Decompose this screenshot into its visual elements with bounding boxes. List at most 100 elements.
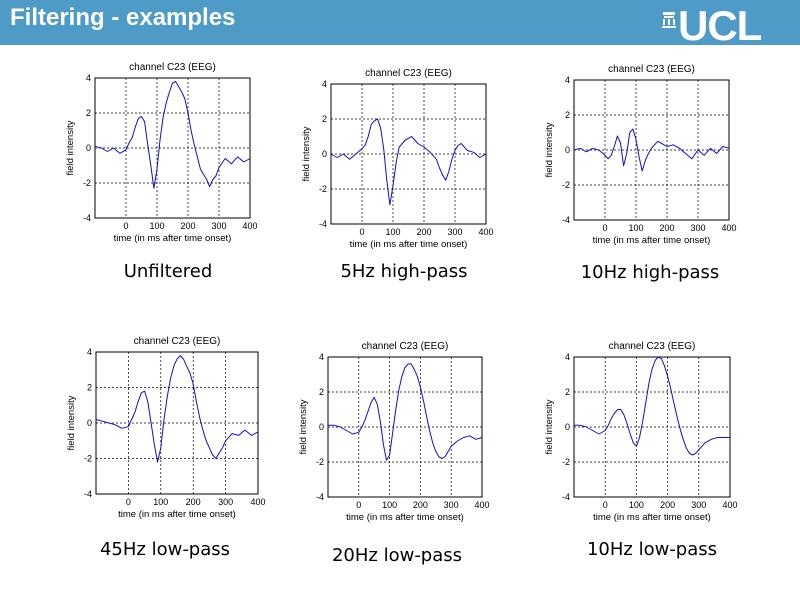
x-tick-label: 300 bbox=[218, 497, 233, 507]
y-tick-label: -2 bbox=[562, 180, 570, 190]
x-tick-label: 0 bbox=[603, 500, 608, 510]
y-tick-label: 2 bbox=[87, 383, 92, 393]
y-tick-label: 0 bbox=[319, 422, 324, 432]
x-tick-label: 400 bbox=[478, 227, 493, 237]
y-tick-label: -2 bbox=[316, 457, 324, 467]
y-tick-label: -4 bbox=[83, 213, 91, 223]
y-tick-label: -4 bbox=[562, 492, 570, 502]
y-tick-label: 0 bbox=[565, 145, 570, 155]
x-axis-label: time (in ms after time onset) bbox=[593, 512, 711, 523]
y-tick-label: 0 bbox=[86, 143, 91, 153]
x-tick-label: 200 bbox=[659, 223, 674, 233]
y-tick-label: 0 bbox=[565, 422, 570, 432]
y-tick-label: -2 bbox=[83, 178, 91, 188]
y-tick-label: 0 bbox=[87, 418, 92, 428]
x-axis-label: time (in ms after time onset) bbox=[114, 233, 232, 244]
chart-title: channel C23 (EEG) bbox=[362, 341, 449, 352]
x-tick-label: 100 bbox=[628, 223, 643, 233]
x-tick-label: 400 bbox=[250, 497, 265, 507]
y-tick-label: -2 bbox=[84, 454, 92, 464]
x-axis-label: time (in ms after time onset) bbox=[118, 509, 236, 520]
y-tick-label: 0 bbox=[322, 149, 327, 159]
y-tick-label: -4 bbox=[316, 492, 324, 502]
eeg-chart-1: 0 100 200 300 400 -4 -2 0 2 4 channel C23 (EEG) tim… bbox=[65, 62, 258, 244]
filter-caption: 10Hz low-pass bbox=[586, 539, 718, 560]
x-tick-label: 100 bbox=[153, 497, 168, 507]
y-axis-label: field intensity bbox=[298, 399, 309, 454]
y-tick-label: 4 bbox=[565, 75, 570, 85]
x-tick-label: 0 bbox=[602, 223, 607, 233]
x-tick-label: 100 bbox=[149, 221, 164, 231]
x-tick-label: 300 bbox=[691, 500, 706, 510]
slide-title: Filtering - examples bbox=[10, 4, 236, 31]
y-tick-label: 4 bbox=[87, 347, 92, 357]
x-tick-label: 200 bbox=[413, 500, 428, 510]
x-axis-label: time (in ms after time onset) bbox=[346, 512, 464, 523]
y-axis-label: field intensity bbox=[544, 399, 555, 454]
filter-caption: Unfiltered bbox=[123, 261, 213, 282]
y-tick-label: 2 bbox=[86, 108, 91, 118]
title-bar: Filtering - examples UCL bbox=[0, 0, 800, 49]
y-axis-label: field intensity bbox=[544, 122, 555, 177]
chart-title: channel C23 (EEG) bbox=[129, 62, 216, 73]
eeg-chart-5: 0 100 200 300 400 -4 -2 0 2 4 channel C23 (EEG) tim… bbox=[298, 341, 490, 523]
y-tick-label: 4 bbox=[322, 79, 327, 89]
x-tick-label: 200 bbox=[180, 221, 195, 231]
x-tick-label: 400 bbox=[242, 221, 257, 231]
filter-caption: 45Hz low-pass bbox=[99, 539, 231, 560]
y-tick-label: 4 bbox=[319, 352, 324, 362]
x-axis-label: time (in ms after time onset) bbox=[593, 235, 711, 246]
ucl-logo: UCL bbox=[662, 2, 782, 49]
chart-title: channel C23 (EEG) bbox=[365, 68, 452, 79]
x-tick-label: 400 bbox=[474, 500, 489, 510]
y-tick-label: -2 bbox=[319, 184, 327, 194]
eeg-trace bbox=[574, 356, 730, 456]
x-tick-label: 0 bbox=[359, 227, 364, 237]
x-tick-label: 300 bbox=[211, 221, 226, 231]
filter-caption: 10Hz high-pass bbox=[580, 262, 720, 283]
chart-title: channel C23 (EEG) bbox=[134, 336, 221, 347]
chart-title: channel C23 (EEG) bbox=[608, 64, 695, 75]
eeg-chart-2: 0 100 200 300 400 -4 -2 0 2 4 channel C23 (EEG) tim… bbox=[301, 68, 494, 250]
x-tick-label: 0 bbox=[356, 500, 361, 510]
y-tick-label: -2 bbox=[562, 457, 570, 467]
x-tick-label: 300 bbox=[444, 500, 459, 510]
x-tick-label: 200 bbox=[416, 227, 431, 237]
y-tick-label: -4 bbox=[84, 489, 92, 499]
x-tick-label: 0 bbox=[123, 221, 128, 231]
y-tick-label: 2 bbox=[322, 114, 327, 124]
eeg-chart-6: 0 100 200 300 400 -4 -2 0 2 4 channel C23 (EEG) tim… bbox=[544, 341, 738, 523]
y-tick-label: 2 bbox=[565, 110, 570, 120]
y-tick-label: 4 bbox=[86, 73, 91, 83]
y-tick-label: 2 bbox=[319, 387, 324, 397]
x-tick-label: 400 bbox=[722, 500, 737, 510]
eeg-trace bbox=[330, 118, 487, 206]
eeg-trace bbox=[573, 128, 730, 172]
y-axis-label: field intensity bbox=[66, 395, 77, 450]
x-tick-label: 300 bbox=[690, 223, 705, 233]
x-tick-label: 200 bbox=[660, 500, 675, 510]
eeg-trace bbox=[95, 355, 259, 463]
eeg-chart-4: 0 100 200 300 400 -4 -2 0 2 4 channel C23 (EEG) tim… bbox=[66, 336, 266, 520]
x-tick-label: 100 bbox=[385, 227, 400, 237]
x-tick-label: 400 bbox=[721, 223, 736, 233]
ucl-seal-icon bbox=[662, 12, 676, 28]
y-axis-label: field intensity bbox=[65, 120, 76, 175]
y-tick-label: 2 bbox=[565, 387, 570, 397]
x-tick-label: 100 bbox=[382, 500, 397, 510]
y-tick-label: -4 bbox=[562, 215, 570, 225]
x-tick-label: 100 bbox=[629, 500, 644, 510]
y-tick-label: 4 bbox=[565, 352, 570, 362]
eeg-chart-3: 0 100 200 300 400 -4 -2 0 2 4 channel C23 (EEG) tim… bbox=[544, 64, 737, 246]
ucl-logo-text: UCL bbox=[678, 2, 762, 49]
x-tick-label: 300 bbox=[447, 227, 462, 237]
y-tick-label: -4 bbox=[319, 219, 327, 229]
x-tick-label: 200 bbox=[186, 497, 201, 507]
x-axis-label: time (in ms after time onset) bbox=[350, 239, 468, 250]
eeg-trace bbox=[94, 81, 251, 189]
filter-caption: 5Hz high-pass bbox=[340, 261, 468, 282]
y-axis-label: field intensity bbox=[301, 126, 312, 181]
chart-title: channel C23 (EEG) bbox=[609, 341, 696, 352]
eeg-trace bbox=[328, 363, 483, 461]
x-tick-label: 0 bbox=[126, 497, 131, 507]
